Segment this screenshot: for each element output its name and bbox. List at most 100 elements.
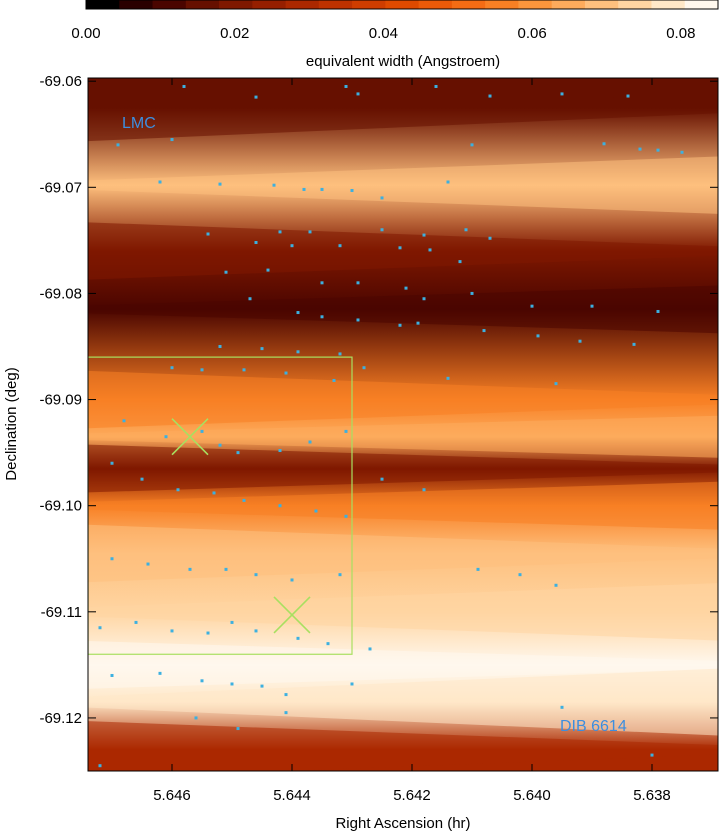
fiber-point <box>488 236 492 240</box>
fiber-point <box>302 187 306 191</box>
plot-frame <box>87 77 719 772</box>
fiber-point <box>98 626 102 630</box>
colorbar-segment <box>152 0 187 9</box>
fiber-point <box>518 573 522 577</box>
colorbar-segment <box>385 0 420 9</box>
fiber-point <box>326 642 330 646</box>
fiber-point <box>260 347 264 351</box>
x-axis-ticks: 5.646 5.644 5.642 5.640 5.638 <box>153 78 671 804</box>
fiber-point <box>530 304 534 308</box>
fiber-point <box>170 138 174 142</box>
fiber-point <box>560 92 564 96</box>
fiber-point <box>380 477 384 481</box>
fiber-point <box>416 321 420 325</box>
fiber-point <box>110 673 114 677</box>
fiber-point <box>260 684 264 688</box>
colorbar-segment <box>518 0 553 9</box>
fiber-point <box>356 281 360 285</box>
y-axis-label: Declination (deg) <box>3 367 20 480</box>
fiber-point <box>224 270 228 274</box>
heatmap-streak <box>88 640 718 689</box>
fiber-point <box>122 419 126 423</box>
fiber-point <box>176 488 180 492</box>
fiber-point <box>224 567 228 571</box>
fiber-point <box>236 727 240 731</box>
fiber-point <box>296 636 300 640</box>
fiber-point <box>200 368 204 372</box>
target-cross <box>171 418 209 456</box>
colorbar-label: equivalent width (Angstroem) <box>306 53 500 70</box>
fiber-point <box>242 498 246 502</box>
fiber-point <box>320 187 324 191</box>
fiber-point <box>200 429 204 433</box>
heatmap-streak <box>88 370 718 429</box>
fiber-point <box>212 491 216 495</box>
fiber-point <box>476 567 480 571</box>
colorbar-tick-label: 0.08 <box>666 25 695 42</box>
fiber-point <box>278 504 282 508</box>
fiber-point <box>332 378 336 382</box>
fiber-point <box>638 147 642 151</box>
fiber-point <box>428 248 432 252</box>
colorbar-frame <box>85 0 719 10</box>
colorbar-segment <box>318 0 353 9</box>
fiber-point <box>446 180 450 184</box>
heatmap-streak <box>88 524 718 583</box>
fiber-point <box>236 451 240 455</box>
fiber-point <box>554 583 558 587</box>
heatmap-streak <box>88 583 718 641</box>
y-tick-label: -69.09 <box>39 392 82 409</box>
fiber-point <box>380 196 384 200</box>
fiber-point <box>338 352 342 356</box>
colorbar-tick-label: 0.02 <box>220 25 249 42</box>
x-tick-label: 5.640 <box>513 787 551 804</box>
fiber-point <box>200 679 204 683</box>
colorbar-segment <box>584 0 619 9</box>
colorbar-tick-label: 0.04 <box>369 25 398 42</box>
heatmap-streak <box>88 721 718 771</box>
colorbar-segment <box>185 0 220 9</box>
fiber-point <box>338 244 342 248</box>
fiber-point <box>254 95 258 99</box>
fiber-point <box>218 182 222 186</box>
overlay <box>88 84 684 768</box>
colorbar-segment <box>219 0 253 9</box>
fiber-point <box>170 629 174 633</box>
region-label: LMC <box>122 115 156 132</box>
colorbar <box>85 0 719 10</box>
heatmap-streak <box>88 481 718 530</box>
fiber-point <box>188 567 192 571</box>
y-tick-label: -69.08 <box>39 285 82 302</box>
fiber-point <box>356 92 360 96</box>
fiber-point <box>464 228 468 232</box>
fiber-point <box>344 514 348 518</box>
heatmap-streak <box>88 156 718 214</box>
colorbar-segment <box>352 0 386 9</box>
colorbar-segment <box>418 0 453 9</box>
colorbar-segment <box>684 0 719 9</box>
colorbar-ticks: 0.00 0.02 0.04 0.06 0.08 <box>71 25 695 42</box>
fiber-point <box>398 323 402 327</box>
fiber-point <box>350 188 354 192</box>
fiber-point <box>194 716 198 720</box>
fiber-point <box>470 291 474 295</box>
fiber-point <box>482 329 486 333</box>
fiber-point <box>308 440 312 444</box>
x-tick-label: 5.638 <box>633 787 671 804</box>
x-tick-label: 5.642 <box>393 787 431 804</box>
fiber-point <box>380 228 384 232</box>
fiber-point <box>422 488 426 492</box>
fiber-point <box>320 315 324 319</box>
x-axis-label: Right Ascension (hr) <box>335 815 470 832</box>
fiber-point <box>266 268 270 272</box>
fiber-point <box>110 557 114 561</box>
fiber-point <box>170 366 174 370</box>
fiber-point <box>116 143 120 147</box>
target-cross <box>273 596 311 634</box>
fiber-point <box>158 180 162 184</box>
fiber-point <box>230 682 234 686</box>
fiber-point <box>320 281 324 285</box>
colorbar-segment <box>285 0 320 9</box>
colorbar-segment <box>86 0 120 9</box>
fiber-point <box>230 620 234 624</box>
